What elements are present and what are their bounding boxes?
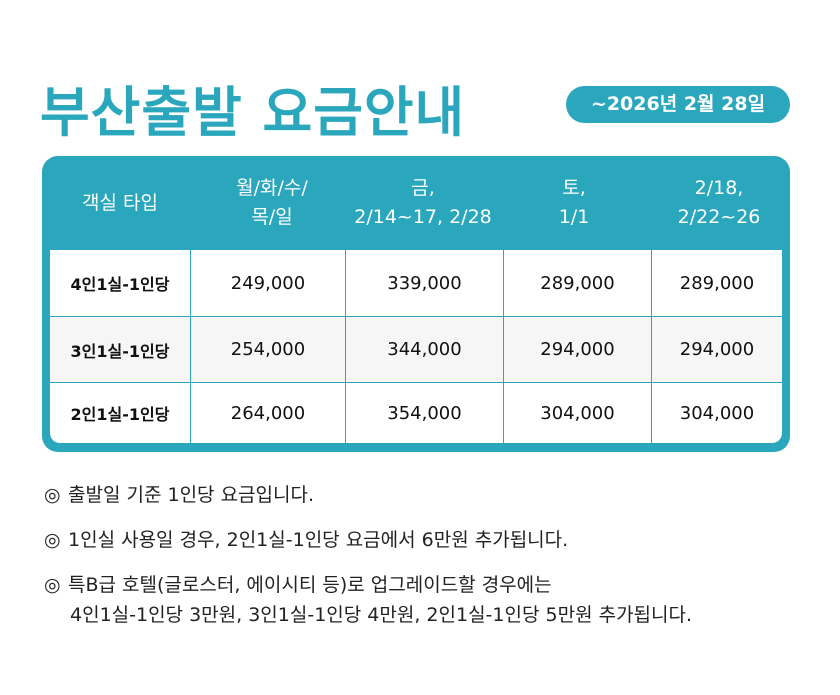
- price-cell: 339,000: [346, 250, 504, 316]
- bullet-icon: ◎: [44, 484, 61, 506]
- price-cell: 294,000: [504, 317, 652, 382]
- price-cell: 264,000: [191, 383, 346, 443]
- row-divider: [50, 316, 782, 317]
- header-room-type: 객실 타입: [82, 191, 158, 214]
- note-text: 출발일 기준 1인당 요금입니다.: [68, 484, 315, 506]
- note-text-continued: 4인1실-1인당 3만원, 3인1실-1인당 4만원, 2인1실-1인당 5만원…: [70, 604, 693, 626]
- price-cell: 304,000: [504, 383, 652, 443]
- header-saturday: 토, 1/1: [558, 177, 590, 228]
- price-cell: 304,000: [679, 402, 755, 424]
- room-type-label: 2인1실-1인당: [50, 383, 191, 443]
- room-type-label: 3인1실-1인당: [50, 317, 191, 382]
- note-item: ◎ 1인실 사용일 경우, 2인1실-1인당 요금에서 6만원 추가됩니다.: [44, 525, 568, 552]
- price-cell: 354,000: [346, 383, 504, 443]
- header-weekday: 월/화/수/ 목/일: [236, 177, 308, 228]
- table-row: 4인1실-1인당 249,000 339,000 289,000 289,000: [50, 250, 782, 316]
- price-cell: 254,000: [191, 317, 346, 382]
- header-friday: 금, 2/14~17, 2/28: [354, 177, 492, 228]
- table-row: 2인1실-1인당 264,000 354,000 304,000 304,000: [50, 383, 782, 443]
- price-table: 객실 타입 월/화/수/ 목/일 금, 2/14~17, 2/28 토, 1/1…: [42, 156, 790, 452]
- bullet-icon: ◎: [44, 574, 61, 596]
- price-cell: 249,000: [191, 250, 346, 316]
- row-divider: [50, 382, 782, 383]
- price-table-body: 4인1실-1인당 249,000 339,000 289,000 289,000…: [50, 250, 782, 443]
- bullet-icon: ◎: [44, 529, 61, 551]
- price-cell: 289,000: [504, 250, 652, 316]
- page-title: 부산출발 요금안내: [40, 81, 466, 144]
- price-cell: 344,000: [346, 317, 504, 382]
- price-cell: 289,000: [679, 272, 755, 294]
- header-special: 2/18, 2/22~26: [677, 177, 761, 228]
- room-type-label: 4인1실-1인당: [50, 250, 191, 316]
- note-text: 특B급 호텔(글로스터, 에이시티 등)로 업그레이드할 경우에는: [68, 574, 552, 596]
- price-cell: 294,000: [679, 339, 755, 360]
- note-text: 1인실 사용일 경우, 2인1실-1인당 요금에서 6만원 추가됩니다.: [68, 529, 569, 551]
- period-badge: ~2026년 2월 28일: [566, 86, 790, 123]
- note-item: ◎ 출발일 기준 1인당 요금입니다.: [44, 480, 314, 507]
- table-row: 3인1실-1인당 254,000 344,000 294,000 294,000: [50, 317, 782, 382]
- note-item: ◎ 특B급 호텔(글로스터, 에이시티 등)로 업그레이드할 경우에는: [44, 570, 552, 597]
